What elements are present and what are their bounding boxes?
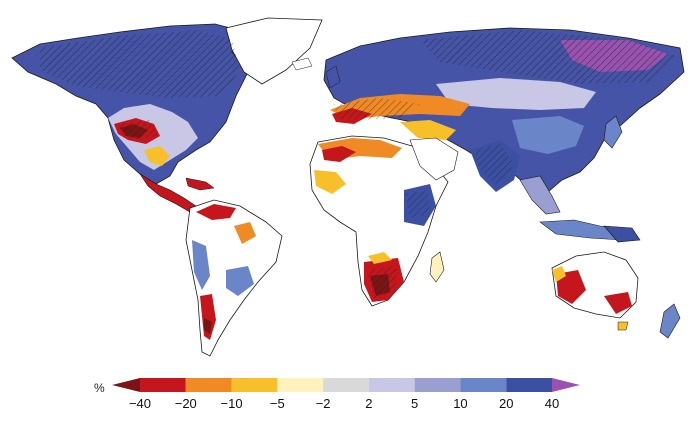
south-america-north-dry	[196, 204, 236, 220]
legend-bin-1	[140, 378, 186, 392]
legend-tick-labels: −40 −20 −10 −5 −2 2 5 10 20 40	[129, 396, 559, 411]
australia-west-fringe	[552, 266, 566, 282]
andes-wet	[192, 240, 210, 290]
arabia-land	[409, 137, 459, 181]
china-mixed	[512, 116, 584, 154]
central-asia-light	[436, 78, 596, 110]
southern-africa-hatch	[366, 266, 396, 298]
canada-hatch	[40, 30, 240, 98]
sahel-west-dry	[314, 170, 346, 194]
legend-tick-label: −5	[270, 396, 285, 411]
legend-tick-label: 10	[453, 396, 467, 411]
legend-bin-7	[414, 378, 461, 392]
southern-africa-fringe	[368, 252, 392, 264]
australia-southeast-dry	[604, 292, 632, 314]
legend-tick-label: −40	[129, 396, 151, 411]
legend-bin-2	[185, 378, 232, 392]
east-africa-hatch	[406, 190, 430, 218]
legend-bin-3	[231, 378, 278, 392]
madagascar-land	[429, 251, 445, 283]
legend-unit-label: %	[94, 381, 105, 395]
legend-tick-label: −20	[175, 396, 197, 411]
legend-tick-label: 40	[545, 396, 559, 411]
tasmania-land	[617, 321, 629, 331]
legend-bin-0	[112, 378, 140, 392]
new-zealand-land	[659, 303, 681, 339]
legend-bin-9	[506, 378, 552, 392]
legend-bin-4	[277, 378, 324, 392]
legend-bin-5	[323, 378, 369, 392]
legend-tick-label: −2	[316, 396, 331, 411]
japan-land	[603, 115, 623, 149]
legend-tick-label: −10	[221, 396, 243, 411]
hatched-regions	[40, 30, 676, 298]
legend-bin-6	[368, 378, 415, 392]
us-southwest-hatch	[116, 120, 158, 140]
legend-tick-label: 2	[365, 396, 372, 411]
southeast-asia-land	[519, 175, 561, 215]
british-isles-land	[325, 65, 341, 89]
new-guinea-land	[603, 225, 641, 243]
australia-west-dry	[556, 270, 586, 304]
siberia-hatch	[420, 30, 676, 84]
sahara-north-dry-core	[322, 146, 356, 162]
amazon-east-dry	[234, 222, 256, 244]
south-brazil-wet	[226, 266, 254, 296]
middle-east-dry	[400, 120, 456, 140]
legend-color-bar	[112, 378, 580, 392]
legend-bin-8	[460, 378, 507, 392]
us-south-mixed	[144, 146, 170, 166]
iceland-land	[291, 57, 313, 71]
south-asia-hatch	[472, 144, 514, 186]
patagonia-dry-core	[204, 318, 212, 334]
legend-tick-label: 20	[499, 396, 513, 411]
caribbean-islands	[185, 177, 215, 191]
legend-tick-label: 5	[411, 396, 418, 411]
legend-bin-10	[552, 378, 580, 392]
mediterranean-hatch	[334, 98, 420, 120]
color-legend: % −40 −20 −10 −5 −2 2 5 10 20 40	[94, 378, 580, 411]
